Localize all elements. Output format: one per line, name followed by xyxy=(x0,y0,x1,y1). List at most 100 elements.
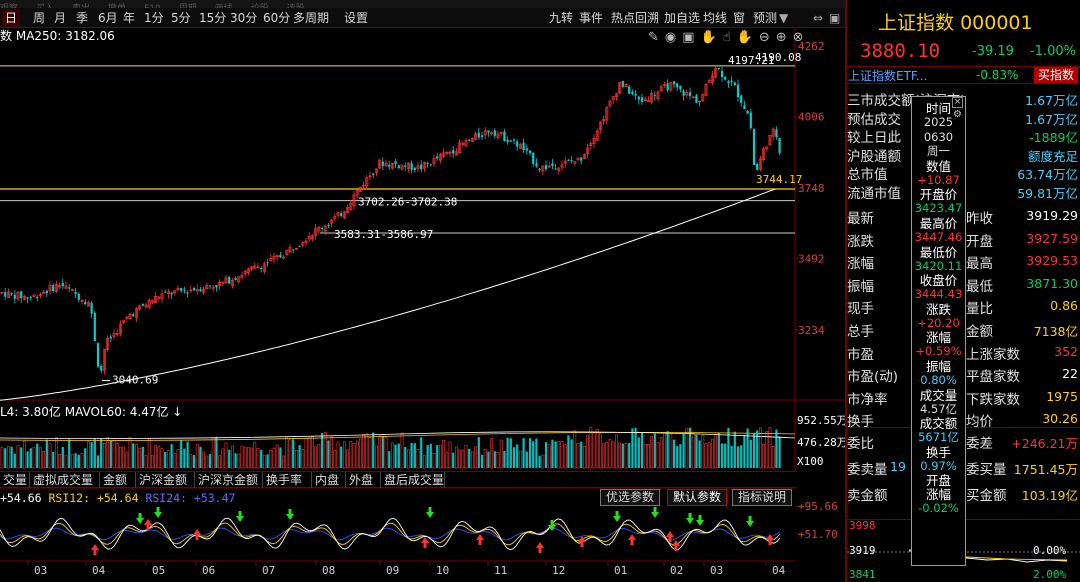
volume-bar xyxy=(736,446,740,468)
period-tab-12[interactable]: 设置 xyxy=(344,11,369,25)
volume-bar xyxy=(640,432,644,468)
rsi-param-button-0[interactable]: 优选参数 xyxy=(600,489,661,506)
dropdown-icon[interactable]: ▼ xyxy=(779,11,789,25)
volume-bar xyxy=(138,447,142,469)
zoom-in-icon[interactable]: ⊕ xyxy=(775,30,793,45)
volume-bar xyxy=(420,437,423,468)
period-tab-7[interactable]: 5分 xyxy=(171,11,191,25)
volume-bar xyxy=(115,443,119,469)
period-tab-11[interactable]: 多周期 xyxy=(293,11,330,25)
info-gear-icon[interactable]: ⚙ xyxy=(953,109,962,120)
candle-body-up xyxy=(432,157,436,165)
top-menu-item[interactable]: 买入 xyxy=(36,4,54,9)
indicator-tab-4[interactable]: 沪深京金额 xyxy=(195,472,263,488)
quote-label: 总手 xyxy=(847,324,874,340)
volume-bar xyxy=(532,441,535,468)
x-tick-label: 07 xyxy=(262,564,275,577)
quote-label: 金额 xyxy=(966,324,993,340)
toolbar-right-item-1[interactable]: 事件 xyxy=(579,11,604,25)
price-annotation: 3702.26-3702.38 xyxy=(358,196,457,209)
volume-bar xyxy=(336,442,340,469)
volume-bar xyxy=(64,455,68,469)
hand-icon[interactable]: ☝ xyxy=(722,30,737,45)
volume-bar xyxy=(631,428,634,468)
top-menu-item[interactable]: 论股 xyxy=(251,4,269,9)
indicator-tab-1[interactable]: 虚拟成交量 xyxy=(30,472,100,488)
quote-label: 流通市值 xyxy=(847,185,901,202)
quote-label: 沪股通额 xyxy=(847,148,901,165)
zoom-out-icon[interactable]: ⊖ xyxy=(758,30,776,45)
candle-body-down xyxy=(628,86,631,94)
candle-body-up xyxy=(758,158,762,170)
eye-icon[interactable]: ◉ xyxy=(664,30,683,45)
period-tab-10[interactable]: 60分 xyxy=(263,11,291,25)
period-tab-0[interactable]: 日 xyxy=(2,9,21,27)
ma250-value: 3182.06 xyxy=(65,29,115,43)
period-tab-8[interactable]: 15分 xyxy=(199,11,227,25)
indicator-tab-7[interactable]: 外盘 xyxy=(346,472,381,488)
candle-body-up xyxy=(112,333,116,337)
window-icon[interactable]: ▣ xyxy=(829,11,841,25)
volume-bar xyxy=(340,446,343,468)
period-tab-4[interactable]: 6月 xyxy=(98,11,118,25)
top-menu-item[interactable]: F10 xyxy=(144,4,161,9)
volume-bar xyxy=(528,438,532,468)
quote-label: 开盘 xyxy=(966,233,993,250)
volume-bar xyxy=(749,439,752,468)
toolbar-right-item-3[interactable]: 加自选 xyxy=(664,11,701,25)
toolbar-right-item-0[interactable]: 九转 xyxy=(549,11,574,25)
volume-bar xyxy=(512,447,516,468)
indicator-tab-6[interactable]: 内盘 xyxy=(312,472,346,488)
indicator-tab-0[interactable]: 交量 xyxy=(0,472,30,488)
volume-bar xyxy=(442,439,446,469)
top-menu-item[interactable]: 周期 xyxy=(179,4,197,9)
rsi-param-button-1[interactable]: 默认参数 xyxy=(667,489,728,506)
indicator-tab-3[interactable]: 沪深金额 xyxy=(136,472,195,488)
candle-body-down xyxy=(340,213,343,217)
rsi-param-button-2[interactable]: 指标说明 xyxy=(732,489,793,506)
candle-body-up xyxy=(650,92,654,103)
indicator-tab-8[interactable]: 盘后成交量 xyxy=(381,472,445,488)
top-menu-item[interactable]: 画线 xyxy=(215,4,233,9)
candle-body-up xyxy=(714,68,718,78)
info-close-icon[interactable]: × xyxy=(952,97,963,108)
volume-bar xyxy=(147,438,151,469)
hand-icon[interactable]: ✋ xyxy=(700,30,723,45)
period-tab-2[interactable]: 月 xyxy=(54,11,67,25)
toolbar-right-item-6[interactable]: 预测 xyxy=(753,11,778,25)
period-tab-9[interactable]: 30分 xyxy=(230,11,258,25)
etf-link[interactable]: 上证指数ETF... xyxy=(848,69,928,83)
top-menu-item[interactable]: 观察 xyxy=(0,4,18,9)
candle-body-down xyxy=(413,167,416,170)
save-icon[interactable]: ▣ xyxy=(682,30,701,45)
top-menu-item[interactable]: 撤单 xyxy=(108,4,126,9)
volume-bar xyxy=(215,436,218,468)
close-icon[interactable]: ⊗ xyxy=(792,30,810,45)
top-menu-item[interactable]: 卖出 xyxy=(72,4,90,9)
period-tab-6[interactable]: 1分 xyxy=(144,11,164,25)
volume-bar xyxy=(173,453,177,469)
pencil-icon[interactable]: ✎ xyxy=(648,30,665,45)
period-tab-3[interactable]: 季 xyxy=(76,11,89,25)
volume-bar xyxy=(563,444,567,469)
volume-bar xyxy=(374,445,378,469)
indicator-tab-5[interactable]: 换手率 xyxy=(263,472,312,488)
period-tab-5[interactable]: 年 xyxy=(123,11,136,25)
toolbar-right-item-4[interactable]: 均线 xyxy=(703,11,728,25)
buy-index-button[interactable]: 买指数 xyxy=(1034,67,1078,83)
period-tab-1[interactable]: 周 xyxy=(33,11,46,25)
volume-bar xyxy=(26,451,29,468)
candle-body-up xyxy=(346,207,350,213)
hand-icon[interactable]: ✋ xyxy=(736,30,759,45)
toolbar-right-item-5[interactable]: 窗 xyxy=(733,11,746,25)
volume-bar xyxy=(688,427,692,468)
indicator-tab-2[interactable]: 金额 xyxy=(100,472,136,488)
toolbar-right-item-2[interactable]: 热点回溯 xyxy=(611,11,660,25)
rsi-buy-arrow xyxy=(578,536,586,547)
layout-icon[interactable]: ⇔ xyxy=(813,11,824,25)
top-menu-item[interactable]: 选股 xyxy=(287,4,305,9)
x-tick-label: 11 xyxy=(494,564,507,577)
candle-body-down xyxy=(96,343,100,367)
volume-bar xyxy=(160,448,164,469)
